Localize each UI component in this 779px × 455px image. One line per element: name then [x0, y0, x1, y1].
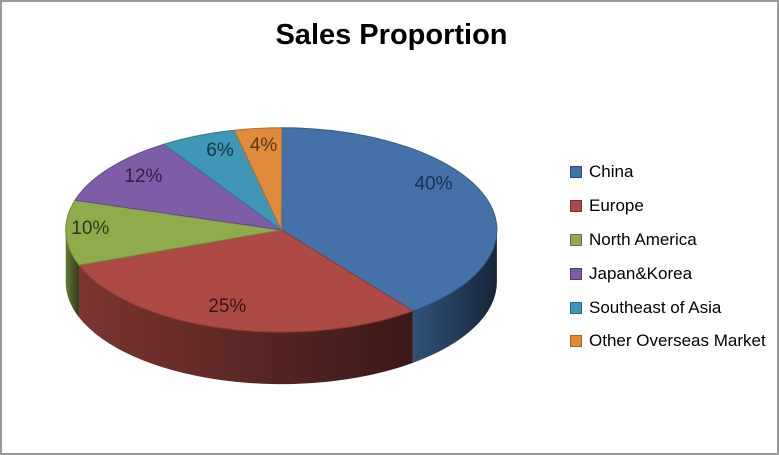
- svg-text:10%: 10%: [71, 218, 109, 239]
- svg-text:12%: 12%: [124, 166, 162, 187]
- svg-text:6%: 6%: [206, 140, 234, 161]
- svg-text:25%: 25%: [208, 296, 246, 317]
- svg-text:4%: 4%: [250, 135, 278, 156]
- svg-text:40%: 40%: [414, 174, 452, 195]
